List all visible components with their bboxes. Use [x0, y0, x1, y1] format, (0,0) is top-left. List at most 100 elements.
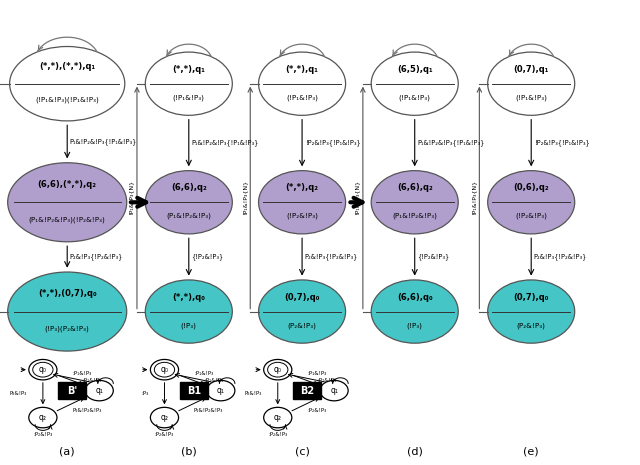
Text: (!P₁&!P₃): (!P₁&!P₃)	[173, 94, 205, 101]
Text: q₂: q₂	[274, 413, 282, 422]
Text: (!P₂&!P₃): (!P₂&!P₃)	[286, 213, 318, 219]
FancyBboxPatch shape	[293, 382, 321, 399]
Text: (*,*),q₀: (*,*),q₀	[172, 292, 205, 301]
Ellipse shape	[259, 171, 346, 234]
Text: q₀: q₀	[274, 365, 282, 374]
Text: P₂&!P₃: P₂&!P₃	[244, 391, 262, 396]
Ellipse shape	[371, 52, 458, 115]
Text: (c): (c)	[294, 447, 310, 457]
Circle shape	[29, 407, 57, 428]
Text: :P₂&!P₃: :P₂&!P₃	[307, 408, 326, 413]
Ellipse shape	[8, 163, 127, 242]
Text: P₁&!P₂&!P₃: P₁&!P₂&!P₃	[194, 408, 223, 413]
Text: (!P₃): (!P₃)	[181, 322, 196, 329]
Text: (6,6),q₂: (6,6),q₂	[397, 183, 433, 192]
Text: (P₂&!P₃): (P₂&!P₃)	[287, 322, 317, 329]
Text: q₀: q₀	[39, 365, 47, 374]
Text: (e): (e)	[524, 447, 539, 457]
Text: P₁&!P₂&!P₃: P₁&!P₂&!P₃	[72, 408, 102, 413]
Text: q₂: q₂	[39, 413, 47, 422]
FancyBboxPatch shape	[180, 382, 208, 399]
Text: :P₃: :P₃	[141, 391, 148, 396]
Circle shape	[150, 407, 179, 428]
Text: (P₁&!P₂&!P₃): (P₁&!P₂&!P₃)	[166, 213, 211, 219]
Ellipse shape	[145, 171, 232, 234]
Ellipse shape	[371, 171, 458, 234]
Text: :P₂&!P₃: :P₂&!P₃	[33, 432, 52, 438]
Text: (P₁&!P₂&!P₃): (P₁&!P₂&!P₃)	[392, 213, 437, 219]
Text: (!P₂&!P₃): (!P₂&!P₃)	[515, 213, 547, 219]
Text: {!P₂&!P₃}: {!P₂&!P₃}	[191, 253, 223, 260]
Ellipse shape	[145, 52, 232, 115]
Text: (!P₃)(P₂&!P₃): (!P₃)(P₂&!P₃)	[45, 326, 90, 332]
Text: !P₂&!P₃{!P₁&!P₃}: !P₂&!P₃{!P₁&!P₃}	[305, 140, 360, 146]
Text: q₁: q₁	[217, 386, 225, 395]
Circle shape	[264, 407, 292, 428]
Text: P₂&!P₃{!P₂&!P₃}: P₂&!P₃{!P₂&!P₃}	[305, 253, 358, 260]
Ellipse shape	[259, 280, 346, 343]
Text: :P₁&!P₃: :P₁&!P₃	[72, 372, 92, 377]
Circle shape	[264, 359, 292, 380]
Text: (!P₁&!P₃): (!P₁&!P₃)	[399, 94, 431, 101]
Circle shape	[320, 380, 348, 401]
Circle shape	[207, 380, 235, 401]
Ellipse shape	[488, 52, 575, 115]
Text: :P₁&!P₃: :P₁&!P₃	[83, 378, 102, 383]
Text: P₂&!P₃: P₂&!P₃	[10, 391, 27, 396]
Text: !P₁&!P₃{N}: !P₁&!P₃{N}	[471, 180, 476, 215]
Text: (0,6),q₂: (0,6),q₂	[513, 183, 549, 192]
Text: :P₁&!P₃: :P₁&!P₃	[307, 372, 326, 377]
Ellipse shape	[145, 280, 232, 343]
Text: (!P₁&!P₃): (!P₁&!P₃)	[286, 94, 318, 101]
Text: q₁: q₁	[330, 386, 338, 395]
Text: {!P₂&!P₃}: {!P₂&!P₃}	[417, 253, 449, 260]
Text: P₁&!P₂&!P₃{!P₁&!P₃}: P₁&!P₂&!P₃{!P₁&!P₃}	[191, 140, 259, 146]
Text: (!P₃): (!P₃)	[407, 322, 422, 329]
Text: B1: B1	[187, 385, 201, 396]
Text: !P₁&!P₃{N}: !P₁&!P₃{N}	[129, 180, 134, 215]
Circle shape	[150, 359, 179, 380]
Text: !P₁&!P₃{N}: !P₁&!P₃{N}	[355, 180, 360, 215]
Text: (6,5),q₁: (6,5),q₁	[397, 65, 433, 73]
Text: !P₁&!P₃{N}: !P₁&!P₃{N}	[242, 180, 247, 215]
Text: (0,7),q₀: (0,7),q₀	[284, 292, 320, 301]
Text: (6,6),q₂: (6,6),q₂	[171, 183, 207, 192]
Text: q₂: q₂	[161, 413, 168, 422]
Text: (6,6),q₀: (6,6),q₀	[397, 292, 433, 301]
Text: (6,6),(*,*),q₂: (6,6),(*,*),q₂	[38, 179, 97, 189]
Text: (b): (b)	[181, 447, 196, 457]
Ellipse shape	[371, 280, 458, 343]
Circle shape	[154, 362, 175, 377]
Text: P₁&!P₂&!P₃{!P₁&!P₃}: P₁&!P₂&!P₃{!P₁&!P₃}	[417, 140, 484, 146]
Text: :P₂&!P₃: :P₂&!P₃	[155, 432, 174, 438]
Text: !P₂&!P₃{!P₁&!P₃}: !P₂&!P₃{!P₁&!P₃}	[534, 140, 589, 146]
Text: (P₂&!P₃): (P₂&!P₃)	[516, 322, 546, 329]
Text: P₂&!P₃{!P₂&!P₃}: P₂&!P₃{!P₂&!P₃}	[70, 253, 123, 260]
Text: (0,7),q₀: (0,7),q₀	[513, 292, 549, 301]
Circle shape	[85, 380, 113, 401]
Text: (P₁&!P₂&!P₃)(!P₂&!P₃): (P₁&!P₂&!P₃)(!P₂&!P₃)	[29, 216, 106, 223]
Text: P₁&!P₂&!P₃{!P₁&!P₃}: P₁&!P₂&!P₃{!P₁&!P₃}	[70, 139, 137, 145]
Text: :P₁&!P₃: :P₁&!P₃	[317, 378, 337, 383]
Ellipse shape	[488, 171, 575, 234]
Text: (*,*),(0,7),q₀: (*,*),(0,7),q₀	[38, 289, 97, 298]
Ellipse shape	[259, 52, 346, 115]
Text: (*,*),q₁: (*,*),q₁	[285, 65, 319, 73]
Text: B': B'	[67, 385, 77, 396]
Ellipse shape	[488, 280, 575, 343]
Text: (*,*),q₁: (*,*),q₁	[172, 65, 205, 73]
Circle shape	[268, 362, 288, 377]
Ellipse shape	[8, 272, 127, 351]
Ellipse shape	[10, 46, 125, 121]
Text: :P₂&!P₃: :P₂&!P₃	[268, 432, 287, 438]
Text: (!P₁&!P₃)(!P₁&!P₃): (!P₁&!P₃)(!P₁&!P₃)	[35, 97, 99, 103]
Text: P₂&!P₃{!P₂&!P₃}: P₂&!P₃{!P₂&!P₃}	[534, 253, 587, 260]
Text: (0,7),q₁: (0,7),q₁	[513, 65, 549, 73]
Circle shape	[29, 359, 57, 380]
Text: q₀: q₀	[161, 365, 168, 374]
Text: :P₁&!P₃: :P₁&!P₃	[204, 378, 223, 383]
Text: (d): (d)	[407, 447, 422, 457]
Text: (a): (a)	[60, 447, 75, 457]
Circle shape	[33, 362, 53, 377]
Text: q₁: q₁	[95, 386, 103, 395]
